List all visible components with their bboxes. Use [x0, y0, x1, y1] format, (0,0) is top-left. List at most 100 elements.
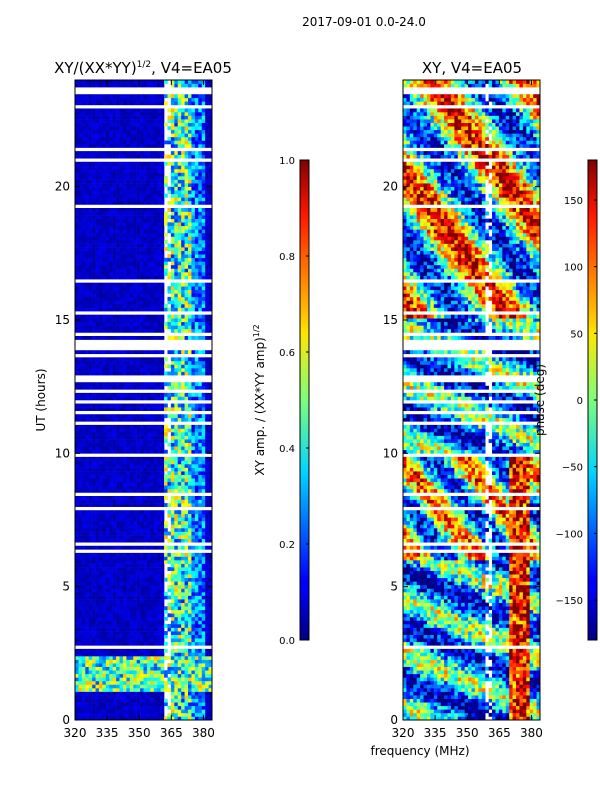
amplitude-heatmap-cell: [191, 613, 196, 618]
amplitude-heatmap-cell: [160, 556, 165, 561]
amplitude-heatmap-cell: [102, 616, 107, 621]
amplitude-heatmap-cell: [198, 588, 203, 593]
amplitude-heatmap-cell: [78, 691, 83, 696]
amplitude-heatmap-cell: [119, 520, 124, 525]
amplitude-heatmap-cell: [88, 407, 93, 411]
amplitude-heatmap-cell: [85, 232, 89, 237]
amplitude-heatmap-cell: [122, 272, 127, 276]
amplitude-heatmap-cell: [105, 631, 110, 635]
amplitude-heatmap-cell: [160, 584, 165, 589]
amplitude-heatmap-cell: [88, 705, 93, 710]
amplitude-heatmap-cell: [95, 318, 100, 323]
amplitude-heatmap-cell: [181, 599, 185, 603]
amplitude-heatmap-cell: [191, 691, 196, 696]
amplitude-heatmap-cell: [81, 663, 86, 667]
amplitude-heatmap-cell: [140, 627, 144, 632]
amplitude-heatmap-cell: [140, 240, 144, 244]
amplitude-heatmap-cell: [208, 464, 213, 468]
amplitude-heatmap-cell: [98, 289, 103, 294]
amplitude-heatmap-cell: [188, 211, 192, 216]
amplitude-heatmap-cell: [184, 215, 189, 219]
amplitude-heatmap-cell: [201, 272, 206, 276]
amplitude-heatmap-cell: [150, 680, 155, 685]
amplitude-heatmap-cell: [81, 432, 86, 436]
amplitude-heatmap-cell: [157, 417, 161, 422]
amplitude-heatmap-cell: [105, 712, 110, 717]
amplitude-heatmap-cell: [105, 407, 110, 411]
amplitude-heatmap-cell: [188, 432, 192, 436]
amplitude-heatmap-cell: [122, 570, 127, 575]
amplitude-heatmap-cell: [78, 613, 83, 618]
amplitude-heatmap-cell: [198, 659, 203, 664]
amplitude-heatmap-cell: [174, 712, 179, 717]
amplitude-heatmap-cell: [201, 616, 206, 621]
amplitude-heatmap-cell: [177, 232, 182, 237]
amplitude-heatmap-cell: [184, 716, 189, 721]
amplitude-heatmap-cell: [188, 350, 192, 355]
amplitude-heatmap-cell: [143, 236, 148, 241]
amplitude-heatmap-cell: [188, 595, 192, 600]
amplitude-heatmap-cell: [177, 268, 182, 273]
amplitude-heatmap-cell: [95, 424, 100, 429]
amplitude-heatmap-cell: [92, 538, 96, 543]
amplitude-heatmap-cell: [157, 250, 161, 255]
amplitude-heatmap-cell: [188, 218, 192, 223]
amplitude-heatmap-cell: [184, 556, 189, 561]
amplitude-heatmap-cell: [177, 531, 182, 536]
amplitude-heatmap-cell: [122, 474, 127, 479]
amplitude-heatmap-cell: [157, 705, 161, 710]
amplitude-heatmap-cell: [174, 318, 179, 323]
amplitude-heatmap-cell: [98, 648, 103, 653]
amplitude-heatmap-cell: [126, 520, 131, 525]
amplitude-heatmap-cell: [136, 648, 141, 653]
amplitude-heatmap-cell: [126, 403, 131, 408]
amplitude-heatmap-cell: [105, 471, 110, 475]
amplitude-heatmap-cell: [116, 563, 120, 568]
amplitude-heatmap-cell: [194, 627, 199, 632]
amplitude-heatmap-cell: [95, 631, 100, 635]
amplitude-heatmap-cell: [105, 247, 110, 251]
amplitude-heatmap-cell: [157, 524, 161, 529]
amplitude-heatmap-cell: [122, 567, 127, 571]
amplitude-heatmap-cell: [181, 656, 185, 660]
amplitude-heatmap-cell: [205, 350, 209, 355]
amplitude-heatmap-cell: [112, 556, 117, 561]
amplitude-heatmap-cell: [88, 702, 93, 707]
amplitude-heatmap-cell: [122, 702, 127, 707]
amplitude-heatmap-cell: [140, 257, 144, 262]
amplitude-heatmap-cell: [201, 624, 206, 628]
amplitude-heatmap-cell: [201, 236, 206, 241]
amplitude-heatmap-cell: [78, 712, 83, 717]
amplitude-heatmap-cell: [112, 663, 117, 667]
amplitude-heatmap-cell: [126, 702, 131, 707]
amplitude-heatmap-cell: [140, 563, 144, 568]
amplitude-heatmap-cell: [98, 396, 103, 401]
amplitude-heatmap-cell: [92, 688, 96, 692]
amplitude-heatmap-cell: [85, 439, 89, 443]
amplitude-heatmap-cell: [122, 560, 127, 564]
amplitude-heatmap-cell: [133, 595, 137, 600]
amplitude-heatmap-cell: [170, 275, 175, 280]
amplitude-heatmap-cell: [119, 599, 124, 603]
amplitude-heatmap-cell: [146, 584, 151, 589]
amplitude-heatmap-cell: [174, 211, 179, 216]
amplitude-heatmap-cell: [95, 218, 100, 223]
amplitude-heatmap-cell: [119, 531, 124, 536]
amplitude-heatmap-cell: [109, 634, 113, 639]
amplitude-heatmap-cell: [174, 396, 179, 401]
amplitude-heatmap-cell: [119, 304, 124, 308]
amplitude-heatmap-cell: [208, 570, 213, 575]
amplitude-heatmap-cell: [95, 392, 100, 397]
amplitude-heatmap-cell: [81, 652, 86, 657]
amplitude-heatmap-cell: [170, 513, 175, 518]
amplitude-heatmap-cell: [160, 609, 165, 614]
amplitude-heatmap-cell: [188, 414, 192, 419]
amplitude-heatmap-cell: [119, 517, 124, 522]
amplitude-heatmap-cell: [85, 520, 89, 525]
amplitude-heatmap-cell: [167, 481, 172, 486]
amplitude-heatmap-cell: [95, 325, 100, 330]
amplitude-heatmap-cell: [116, 286, 120, 291]
amplitude-heatmap-cell: [126, 449, 131, 454]
amplitude-heatmap-cell: [75, 211, 79, 216]
amplitude-heatmap-cell: [201, 403, 206, 408]
